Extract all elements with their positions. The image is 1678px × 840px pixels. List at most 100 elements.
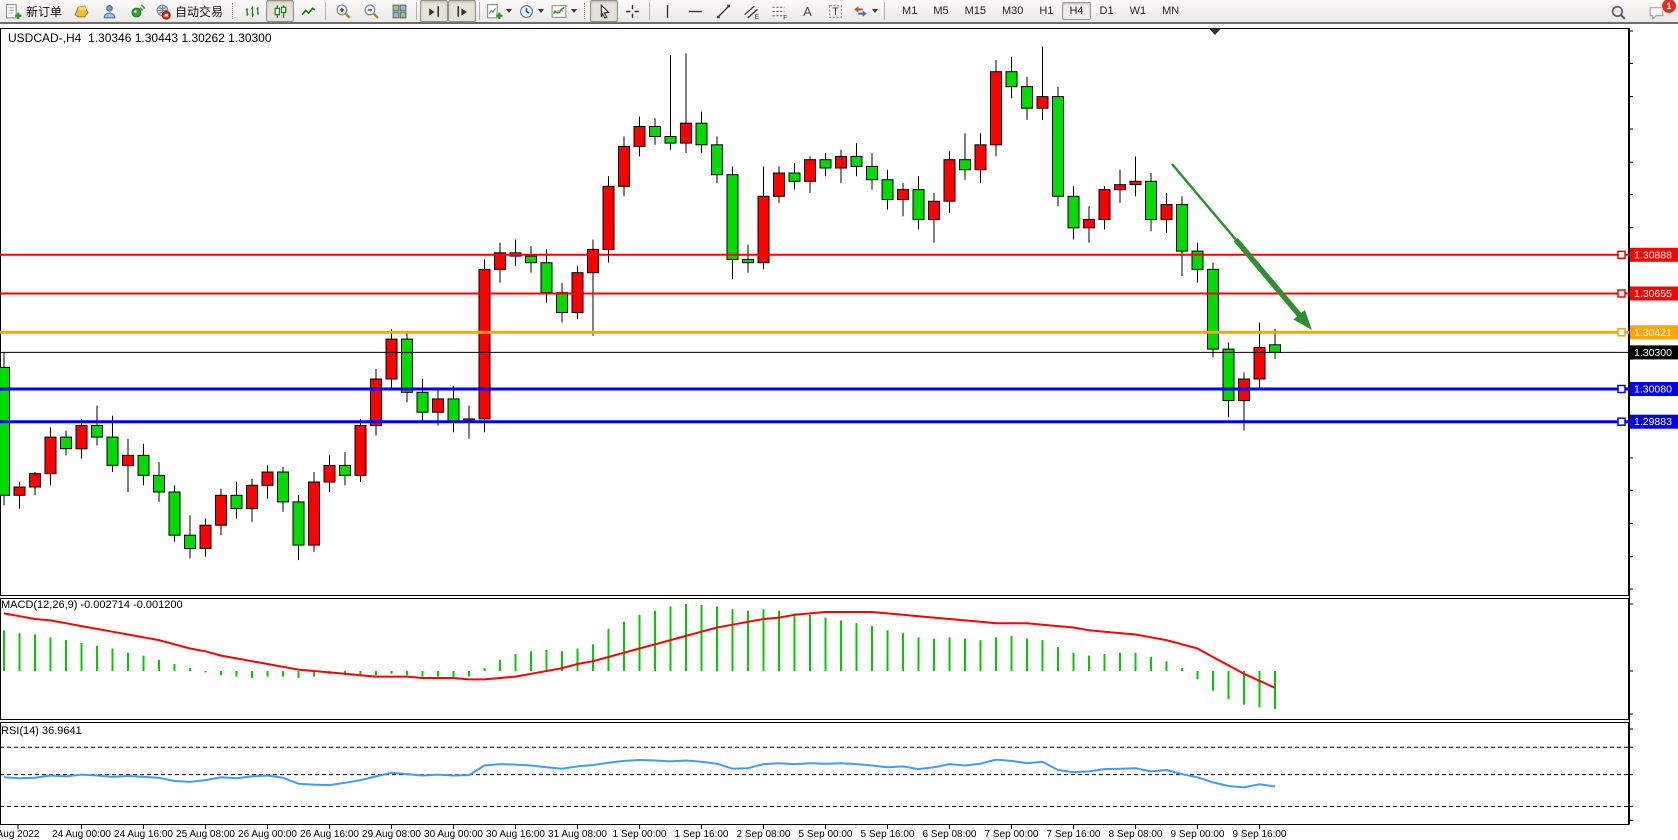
svg-text:1.30300: 1.30300 — [1634, 347, 1672, 359]
svg-text:29 Aug 08:00: 29 Aug 08:00 — [362, 829, 421, 840]
price-axis[interactable]: 1.322351.320401.318401.316451.314451.312… — [1629, 0, 1678, 825]
chart-shift-icon — [428, 5, 439, 17]
svg-text:8 Sep 08:00: 8 Sep 08:00 — [1109, 829, 1163, 840]
cursor-button[interactable] — [590, 0, 619, 22]
line-handle-1.30421 — [1617, 328, 1626, 337]
chart-shift-marker[interactable] — [1209, 28, 1221, 36]
svg-text:1.30421: 1.30421 — [1634, 327, 1672, 339]
indicators-icon — [551, 4, 567, 18]
svg-text:1 Sep 16:00: 1 Sep 16:00 — [675, 829, 729, 840]
auto-scroll-button[interactable] — [448, 0, 477, 22]
dropdown-caret — [872, 9, 879, 13]
bar-chart-button[interactable] — [238, 0, 266, 22]
new-order-button[interactable]: 新订单 — [2, 0, 67, 22]
zoom-in-button[interactable] — [329, 0, 357, 22]
timeframe-H4[interactable]: H4 — [1062, 2, 1091, 20]
macd-label: MACD(12,26,9) -0.002714 -0.001200 — [1, 599, 183, 611]
line-handle-1.30655 — [1617, 289, 1626, 298]
horizontal-line-button[interactable] — [681, 0, 709, 22]
line-handle-1.30888 — [1617, 250, 1626, 260]
svg-text:7 Sep 00:00: 7 Sep 00:00 — [985, 829, 1039, 840]
dropdown-caret — [538, 9, 545, 13]
svg-text:9 Sep 16:00: 9 Sep 16:00 — [1233, 829, 1287, 840]
signals-button[interactable] — [123, 0, 151, 22]
text-label-icon: T — [828, 4, 842, 18]
shapes-icon — [854, 5, 867, 17]
profile-button[interactable] — [95, 0, 123, 22]
chart-ohlc-values: 1.30346 1.30443 1.30262 1.30300 — [88, 31, 272, 45]
text-label-button[interactable]: T — [821, 0, 849, 22]
search-button[interactable] — [1604, 1, 1632, 23]
crosshair-icon — [625, 4, 639, 18]
svg-text:9 Sep 00:00: 9 Sep 00:00 — [1171, 829, 1225, 840]
svg-text:F: F — [783, 14, 787, 20]
candlestick-chart-button[interactable] — [266, 0, 295, 22]
trendline-button[interactable] — [709, 0, 737, 22]
market-watch-button[interactable] — [67, 0, 95, 22]
dropdown-caret — [571, 9, 578, 13]
price-label-box-1.29883 — [1630, 414, 1678, 429]
chart-autoscroll-icon — [456, 5, 467, 17]
vertical-line-button[interactable] — [653, 0, 681, 22]
pane-borders — [0, 28, 1629, 825]
toolbar-separator — [884, 2, 886, 20]
timeframe-M15[interactable]: M15 — [964, 5, 986, 17]
rsi-label: RSI(14) 36.9641 — [1, 725, 82, 737]
rsi-indicator — [0, 746, 1629, 807]
line-chart-button[interactable] — [294, 0, 322, 22]
svg-text:5 Sep 00:00: 5 Sep 00:00 — [799, 829, 853, 840]
notifications-button[interactable]: 1 — [1642, 0, 1677, 23]
line-handle-1.30080 — [1617, 384, 1626, 394]
price-line-labels[interactable]: 1.30888 1.30655 1.30421 1.30300 1.30080 1.298… — [1617, 247, 1678, 429]
dropdown-caret — [506, 9, 513, 13]
svg-text:E: E — [755, 13, 759, 19]
auto-trading-icon — [156, 4, 171, 20]
fibonacci-icon: F — [772, 6, 787, 20]
timeframe-D1[interactable]: D1 — [1099, 5, 1114, 17]
timeframe-M5[interactable]: M5 — [933, 5, 949, 17]
chart-symbol-period: USDCAD-,H4 — [8, 31, 82, 45]
shapes-button[interactable] — [849, 0, 881, 22]
price-label-box-1.30888 — [1630, 247, 1678, 262]
svg-text:2 Sep 08:00: 2 Sep 08:00 — [737, 829, 791, 840]
text-button[interactable]: A — [793, 0, 821, 22]
toolbar-separator — [416, 2, 418, 20]
svg-text:24 Aug 00:00: 24 Aug 00:00 — [52, 829, 111, 840]
svg-text:Aug 2022: Aug 2022 — [0, 829, 40, 840]
period-button[interactable] — [515, 0, 547, 22]
auto-trading-label: 自动交易 — [175, 4, 224, 19]
notification-badge: 1 — [1661, 0, 1677, 14]
svg-text:25 Aug 08:00: 25 Aug 08:00 — [176, 829, 235, 840]
fibonacci-button[interactable]: F — [765, 0, 793, 22]
time-axis[interactable]: Aug 2022 24 Aug 00:00 24 Aug 16:00 25 Aug 0… — [0, 825, 1287, 840]
crosshair-button[interactable] — [618, 0, 646, 22]
auto-trading-button[interactable]: 自动交易 — [151, 0, 228, 22]
price-label-box-1.30080 — [1630, 382, 1678, 396]
candlestick-icon — [274, 4, 286, 18]
svg-text:26 Aug 00:00: 26 Aug 00:00 — [238, 829, 297, 840]
bar-chart-icon — [245, 5, 259, 17]
timeframe-M30[interactable]: M30 — [1002, 5, 1024, 17]
price-label-box-1.30421 — [1630, 325, 1678, 340]
trend-arrow-annotation[interactable] — [1171, 163, 1312, 330]
timeframe-H1[interactable]: H1 — [1039, 5, 1054, 17]
cursor-icon — [600, 3, 610, 19]
toolbar-grip — [584, 3, 586, 19]
timeframe-W1[interactable]: W1 — [1129, 5, 1147, 17]
zoom-in-icon — [336, 3, 351, 19]
toolbar-grip — [232, 3, 234, 19]
chart-shift-button[interactable] — [420, 0, 449, 22]
tile-windows-button[interactable] — [385, 0, 413, 22]
macd-indicator — [3, 604, 1276, 710]
svg-text:1.29883: 1.29883 — [1634, 416, 1672, 428]
zoom-out-icon — [364, 3, 379, 19]
line-chart-icon — [301, 6, 315, 15]
timeframe-MN[interactable]: MN — [1162, 5, 1180, 17]
channel-button[interactable]: E — [737, 0, 765, 22]
indicators-button[interactable] — [547, 0, 580, 22]
new-chart-button[interactable] — [483, 0, 515, 22]
timeframe-M1[interactable]: M1 — [902, 5, 918, 17]
timeframe-group: M1 M5 M15 M30 H1 H4 D1 W1 MN — [894, 2, 1187, 20]
zoom-out-button[interactable] — [357, 0, 385, 22]
